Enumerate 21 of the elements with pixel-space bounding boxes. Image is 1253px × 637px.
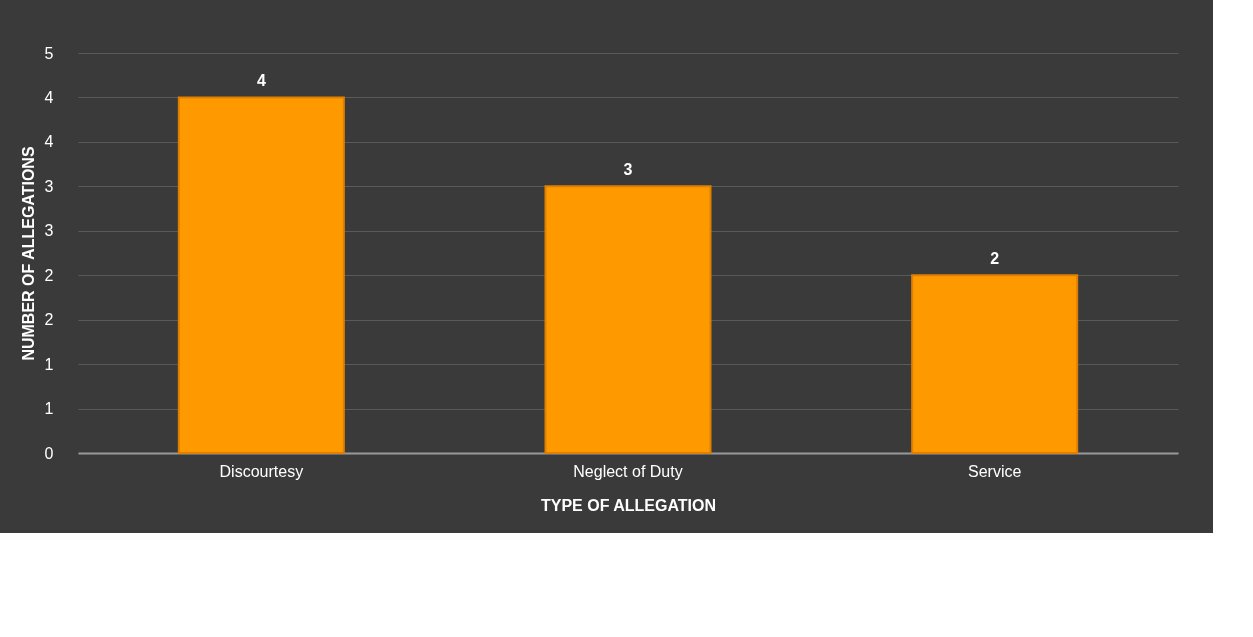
data-label: 2 [990,250,1000,268]
x-axis-title: TYPE OF ALLEGATION [540,496,717,514]
x-tick-label: Service [967,462,1022,480]
bar [177,96,345,454]
y-tick-label: 4 [44,133,54,151]
y-tick-label: 1 [44,355,54,373]
bar [911,274,1079,454]
y-tick-label: 3 [44,222,54,240]
y-tick-label: 0 [44,444,54,462]
bar [544,185,712,454]
x-tick-label: Neglect of Duty [573,462,683,480]
y-tick-label: 2 [44,266,54,284]
data-label: 4 [256,72,266,90]
y-tick-label: 5 [44,44,54,62]
y-axis-title: NUMBER OF ALLEGATIONS [19,146,37,361]
y-tick-label: 2 [44,311,54,329]
x-tick-label: Discourtesy [219,462,304,480]
y-tick-label: 1 [44,400,54,418]
y-tick-label: 4 [44,88,54,106]
data-label: 3 [623,161,633,179]
y-tick-label: 3 [44,177,54,195]
